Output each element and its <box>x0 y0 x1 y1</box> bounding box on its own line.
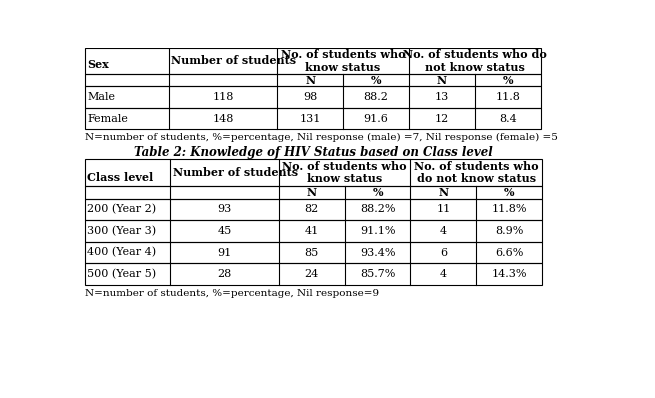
Text: N: N <box>307 187 317 198</box>
Text: Number of students: Number of students <box>172 167 297 178</box>
Text: N=number of students, %=percentage, Nil response (male) =7, Nil response (female: N=number of students, %=percentage, Nil … <box>85 133 558 142</box>
Text: 8.4: 8.4 <box>499 113 517 124</box>
Bar <box>85 48 540 74</box>
Text: 4: 4 <box>440 269 447 279</box>
Text: 118: 118 <box>212 92 234 102</box>
Bar <box>85 263 542 285</box>
Text: No. of students who
know status: No. of students who know status <box>282 161 407 184</box>
Text: 98: 98 <box>303 92 317 102</box>
Text: 12: 12 <box>435 113 449 124</box>
Text: 91.1%: 91.1% <box>360 226 395 236</box>
Text: 93: 93 <box>217 205 232 215</box>
Text: 300 (Year 3): 300 (Year 3) <box>87 226 157 236</box>
Text: 11.8%: 11.8% <box>491 205 527 215</box>
Text: 11.8: 11.8 <box>495 92 520 102</box>
Text: 14.3%: 14.3% <box>491 269 527 279</box>
Text: 91.6: 91.6 <box>364 113 388 124</box>
Text: 85: 85 <box>305 248 319 258</box>
Bar <box>85 242 542 263</box>
Text: No. of students who
know status: No. of students who know status <box>281 49 405 73</box>
Text: 88.2%: 88.2% <box>360 205 395 215</box>
Text: 4: 4 <box>440 226 447 236</box>
Text: %: % <box>371 74 381 86</box>
Text: 82: 82 <box>305 205 319 215</box>
Text: 93.4%: 93.4% <box>360 248 395 258</box>
Text: Sex: Sex <box>87 59 109 70</box>
Bar <box>85 220 542 242</box>
Text: %: % <box>502 74 513 86</box>
Text: Table 2: Knowledge of HIV Status based on Class level: Table 2: Knowledge of HIV Status based o… <box>134 146 493 159</box>
Text: N: N <box>437 74 447 86</box>
Text: Class level: Class level <box>87 172 153 183</box>
Text: Number of students: Number of students <box>171 55 296 66</box>
Text: %: % <box>372 187 383 198</box>
Text: 400 (Year 4): 400 (Year 4) <box>87 248 157 258</box>
Bar <box>85 74 540 86</box>
Text: N: N <box>438 187 449 198</box>
Text: 85.7%: 85.7% <box>360 269 395 279</box>
Text: 11: 11 <box>436 205 451 215</box>
Bar <box>85 86 540 108</box>
Text: 6: 6 <box>440 248 447 258</box>
Bar <box>85 186 542 199</box>
Text: %: % <box>504 187 515 198</box>
Text: N: N <box>305 74 315 86</box>
Text: Male: Male <box>87 92 115 102</box>
Text: 8.9%: 8.9% <box>495 226 523 236</box>
Text: 500 (Year 5): 500 (Year 5) <box>87 269 157 279</box>
Text: 6.6%: 6.6% <box>495 248 523 258</box>
Text: No. of students who do
not know status: No. of students who do not know status <box>403 49 547 73</box>
Text: 91: 91 <box>217 248 232 258</box>
Text: 13: 13 <box>435 92 449 102</box>
Text: Female: Female <box>87 113 128 124</box>
Text: 41: 41 <box>305 226 319 236</box>
Text: 148: 148 <box>212 113 234 124</box>
Bar <box>85 199 542 220</box>
Bar <box>85 159 542 186</box>
Text: N=number of students, %=percentage, Nil response=9: N=number of students, %=percentage, Nil … <box>85 289 379 298</box>
Text: 88.2: 88.2 <box>364 92 388 102</box>
Text: No. of students who
do not know status: No. of students who do not know status <box>414 161 538 184</box>
Text: 24: 24 <box>305 269 319 279</box>
Text: 45: 45 <box>217 226 232 236</box>
Text: 28: 28 <box>217 269 232 279</box>
Text: 200 (Year 2): 200 (Year 2) <box>87 204 157 215</box>
Text: 131: 131 <box>299 113 321 124</box>
Bar <box>85 108 540 129</box>
